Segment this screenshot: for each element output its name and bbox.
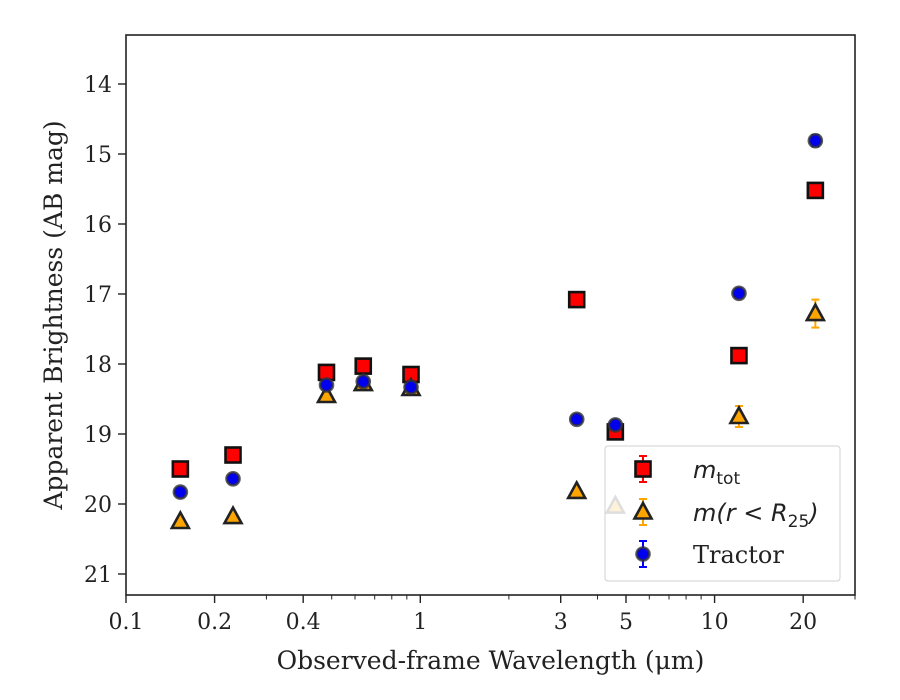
legend-box	[604, 445, 841, 582]
data-point	[171, 460, 190, 478]
data-point	[566, 479, 588, 500]
triangle-marker	[222, 504, 244, 525]
series-0	[171, 181, 825, 478]
legend-marker-1	[632, 498, 654, 526]
data-point	[607, 417, 624, 433]
y-tick-label: 15	[84, 143, 112, 168]
square-marker	[354, 357, 373, 375]
triangle-legend-marker	[632, 500, 654, 520]
x-tick-label: 0.1	[109, 610, 144, 635]
legend-markers	[632, 455, 654, 568]
data-point	[804, 298, 827, 329]
legend-marker-2	[635, 540, 651, 568]
triangle-marker	[315, 383, 338, 404]
circle-marker	[403, 379, 419, 395]
legend: mtot m(r < R25) Tractor	[604, 445, 841, 582]
y-tick-label: 20	[84, 493, 112, 518]
data-point	[731, 285, 747, 302]
legend-mtot-base: m	[693, 456, 716, 484]
data-point	[807, 132, 824, 149]
data-point	[403, 379, 419, 395]
legend-mtot-sub: tot	[716, 469, 740, 489]
y-tick-label: 18	[84, 353, 112, 378]
x-tick-label: 5	[619, 610, 633, 635]
data-point	[225, 470, 241, 487]
series-2	[172, 132, 824, 500]
square-marker	[730, 346, 748, 365]
x-tick-label: 0.4	[286, 610, 321, 635]
legend-mr25-sub: 25	[788, 512, 810, 532]
legend-mr25-base: m(r < R	[693, 499, 788, 527]
y-tick-label: 14	[84, 73, 112, 98]
data-point	[318, 377, 335, 393]
x-tick-label: 10	[701, 610, 729, 635]
y-axis-label: Apparent Brightness (AB mag)	[39, 120, 68, 510]
legend-label-mr25: m(r < R25)	[693, 499, 819, 532]
data-point	[317, 363, 336, 382]
y-tick-label: 16	[84, 213, 112, 238]
plot-frame	[125, 34, 856, 596]
data-point	[568, 411, 585, 428]
data-point	[315, 383, 338, 404]
legend-mr25-tail: )	[807, 499, 818, 527]
triangle-marker	[728, 404, 750, 425]
x-tick-label: 3	[554, 610, 568, 635]
data-point	[567, 290, 586, 309]
circle-marker	[807, 132, 824, 149]
data-point	[806, 181, 825, 200]
circle-marker	[355, 373, 372, 390]
legend-label-mtot: mtot	[693, 456, 740, 489]
triangle-marker	[804, 301, 827, 322]
y-tick-label: 17	[84, 283, 112, 308]
square-marker	[224, 446, 242, 464]
circle-marker	[607, 417, 624, 433]
x-tick-label: 1	[413, 610, 427, 635]
data-point	[354, 357, 373, 375]
circle-marker	[318, 377, 335, 393]
data-point	[728, 404, 750, 428]
data-point	[169, 509, 192, 530]
triangle-marker	[566, 479, 588, 500]
y-tick-label: 19	[84, 423, 112, 448]
axis-ticks: 0.1 0.2 0.4 1 3 5 10 20 14 15 16 17 18 19 20 21	[84, 73, 856, 635]
x-tick-label: 0.2	[197, 610, 232, 635]
data-point	[172, 484, 189, 500]
circle-legend-marker	[635, 546, 651, 562]
data-point	[355, 373, 372, 390]
triangle-marker	[169, 509, 192, 530]
data-point	[224, 446, 242, 464]
square-marker	[171, 460, 190, 478]
legend-label-tractor: Tractor	[693, 541, 784, 569]
data-point	[730, 346, 748, 365]
square-legend-marker	[634, 460, 652, 478]
data-point	[222, 504, 244, 525]
circle-marker	[731, 285, 747, 302]
square-marker	[806, 181, 825, 200]
data-points	[169, 132, 827, 530]
y-tick-label: 21	[84, 563, 112, 588]
circle-marker	[225, 470, 241, 487]
circle-marker	[568, 411, 585, 428]
square-marker	[567, 290, 586, 309]
x-tick-label: 20	[789, 610, 817, 635]
legend-marker-0	[634, 455, 652, 483]
x-axis-label: Observed-frame Wavelength (μm)	[277, 646, 705, 675]
circle-marker	[172, 484, 189, 500]
